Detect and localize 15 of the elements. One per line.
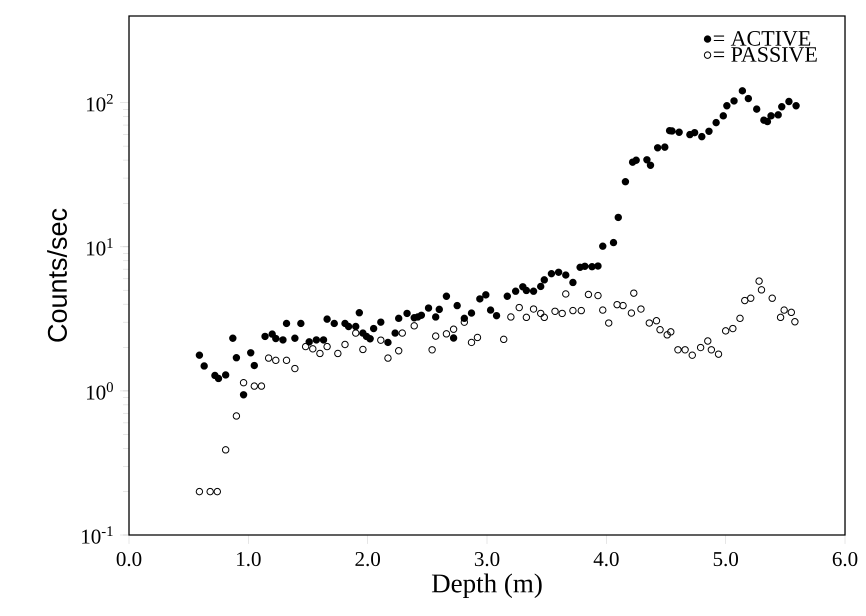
legend-label: = PASSIVE [714, 47, 817, 62]
y-tick-label: 10$^{2}$ [87, 94, 113, 112]
x-tick-label: 0.0 [116, 552, 142, 566]
x-tick-label: 4.0 [594, 552, 619, 566]
x-tick-label: 5.0 [714, 552, 738, 566]
x-tick-label: 3.0 [474, 552, 500, 566]
x-tick-label: 2.0 [355, 552, 380, 566]
x-tick-label: 1.0 [237, 552, 261, 566]
x-tick-label: 6.0 [832, 552, 858, 566]
y-axis-title: Counts/sec [47, 208, 67, 342]
legend-label: = ACTIVE [714, 31, 810, 46]
x-axis-title: Depth (m) [432, 574, 542, 598]
y-tick-label: 10$^{-1}$ [82, 526, 113, 544]
y-tick-label: 10$^{1}$ [87, 238, 113, 256]
y-tick-label: 10$^{0}$ [87, 382, 113, 400]
